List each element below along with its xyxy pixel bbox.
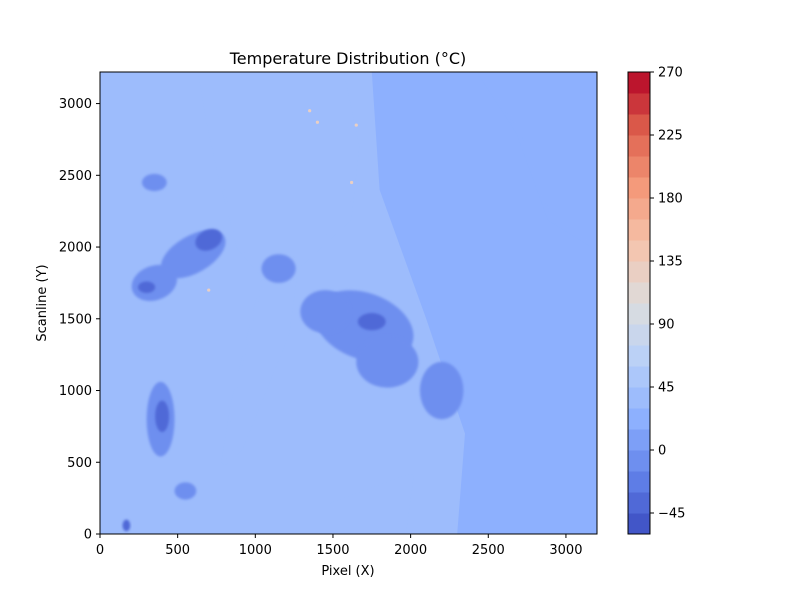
- north-east-region: [480, 72, 597, 247]
- colorbar-tick-label: 270: [658, 66, 683, 81]
- colorbar-level: [628, 219, 650, 241]
- hot-spot: [354, 123, 358, 127]
- colorbar-level: [628, 135, 650, 157]
- colorbar-level: [628, 387, 650, 409]
- colorbar-level: [628, 198, 650, 220]
- x-tick-label: 2000: [394, 543, 427, 558]
- colorbar-level: [628, 492, 650, 514]
- hot-spot: [207, 288, 211, 292]
- y-tick-label: 3000: [59, 97, 92, 112]
- southern-warm-patch: [333, 476, 411, 534]
- colorbar-tick-label: 180: [658, 192, 683, 207]
- cold-cloud-north-west: [141, 173, 167, 192]
- colorbar-level: [628, 240, 650, 262]
- colorbar: [627, 71, 651, 535]
- cold-core-south-edge: [122, 519, 131, 532]
- x-axis: 0 500 1000 1500 2000 2500 3000: [96, 534, 582, 558]
- colorbar-level: [628, 345, 650, 367]
- heatmap-field: [100, 72, 597, 534]
- colorbar-level: [628, 408, 650, 430]
- hot-spot: [308, 109, 312, 113]
- y-tick-label: 0: [84, 528, 92, 543]
- cold-cloud-south: [174, 482, 197, 500]
- colorbar-level: [628, 366, 650, 388]
- colorbar-level: [628, 324, 650, 346]
- cold-cloud-mid: [261, 254, 296, 283]
- cold-cloud-central-west: [300, 290, 351, 334]
- x-tick-label: 1000: [239, 543, 272, 558]
- x-tick-label: 0: [96, 543, 104, 558]
- hot-spot: [315, 120, 320, 124]
- y-tick-label: 500: [67, 456, 92, 471]
- colorbar-tick-label: 0: [658, 444, 666, 459]
- cold-core-south-west: [155, 400, 170, 433]
- x-tick-label: 1500: [316, 543, 349, 558]
- y-tick-label: 1500: [59, 312, 92, 327]
- y-tick-label: 2500: [59, 169, 92, 184]
- y-tick-label: 2000: [59, 241, 92, 256]
- central-warm-strip: [224, 275, 295, 463]
- x-tick-label: 500: [165, 543, 190, 558]
- cold-core-west-low: [138, 281, 156, 293]
- colorbar-tick-label: 225: [658, 129, 683, 144]
- colorbar-level: [628, 114, 650, 136]
- colorbar-tick-label: 135: [658, 255, 683, 270]
- colorbar-tick-label: 90: [658, 318, 675, 333]
- chart-title: Temperature Distribution (°C): [229, 49, 467, 68]
- colorbar-level: [628, 261, 650, 283]
- colorbar-tick-label: 45: [658, 381, 675, 396]
- colorbar-level: [628, 177, 650, 199]
- cold-core-west: [195, 229, 223, 251]
- colorbar-level: [628, 93, 650, 115]
- colorbar-axis: −45 0 45 90 135 180 225 270: [650, 66, 685, 522]
- y-tick-label: 1000: [59, 384, 92, 399]
- colorbar-level: [628, 513, 650, 535]
- y-axis: 0 500 1000 1500 2000 2500 3000: [59, 97, 100, 543]
- colorbar-level: [628, 72, 650, 94]
- x-tick-label: 3000: [549, 543, 582, 558]
- cold-cloud-central-south: [356, 336, 419, 388]
- colorbar-level: [628, 282, 650, 304]
- y-axis-label: Scanline (Y): [35, 264, 50, 341]
- plot-frame: [99, 71, 598, 535]
- northern-warm-band: [201, 72, 357, 283]
- colorbar-level: [628, 471, 650, 493]
- hot-spot: [350, 180, 354, 185]
- colorbar-level: [628, 303, 650, 325]
- cold-cloud-east: [419, 361, 464, 420]
- x-axis-label: Pixel (X): [321, 564, 374, 579]
- colorbar-level: [628, 156, 650, 178]
- colorbar-level: [628, 429, 650, 451]
- colorbar-level: [628, 450, 650, 472]
- colorbar-frame: [627, 71, 651, 535]
- colorbar-tick-label: −45: [658, 507, 685, 522]
- x-tick-label: 2500: [472, 543, 505, 558]
- cold-core-central: [357, 313, 386, 331]
